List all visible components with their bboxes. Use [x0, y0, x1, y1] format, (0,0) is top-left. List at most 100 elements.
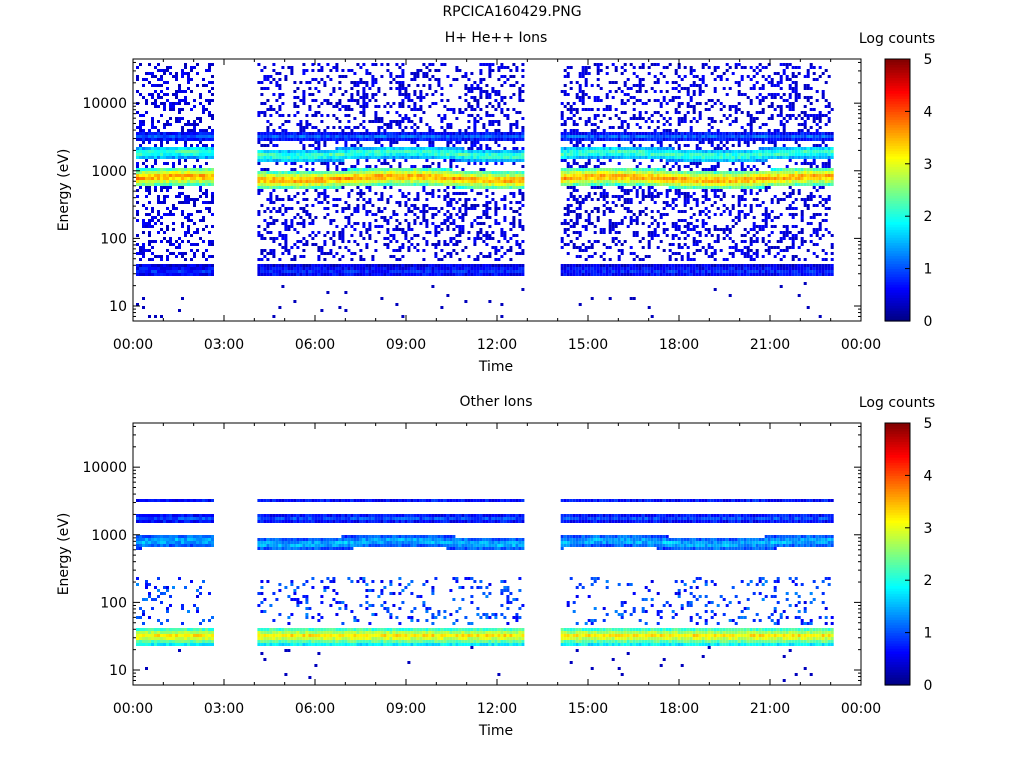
heatmap-cell: [323, 144, 327, 147]
heatmap-cell: [266, 132, 270, 135]
heatmap-cell: [347, 222, 351, 225]
heatmap-cell: [178, 156, 181, 159]
heatmap-cell: [623, 174, 627, 177]
heatmap-cell: [260, 87, 264, 90]
heatmap-cell: [269, 216, 273, 219]
heatmap-cell: [151, 123, 154, 126]
heatmap-cell: [647, 66, 651, 69]
heatmap-cell: [302, 153, 306, 156]
heatmap-cell: [263, 219, 267, 222]
heatmap-cell: [166, 273, 169, 276]
heatmap-cell: [145, 153, 148, 156]
heatmap-cell: [166, 162, 169, 165]
heatmap-cell: [473, 198, 477, 201]
heatmap-cell: [211, 138, 214, 141]
heatmap-cell: [401, 117, 405, 120]
heatmap-cell: [356, 171, 360, 174]
heatmap-cell: [596, 63, 600, 66]
heatmap-cell: [503, 219, 507, 222]
heatmap-cell: [653, 168, 657, 171]
heatmap-cell: [257, 183, 261, 186]
heatmap-cell: [181, 72, 184, 75]
heatmap-cell: [608, 126, 612, 129]
heatmap-cell: [593, 138, 597, 141]
heatmap-cell: [332, 87, 336, 90]
heatmap-cell: [581, 90, 585, 93]
heatmap-cell: [211, 201, 214, 204]
heatmap-cell: [518, 213, 522, 216]
heatmap-cell: [377, 273, 381, 276]
heatmap-cell: [620, 252, 624, 255]
heatmap-cell: [145, 213, 148, 216]
heatmap-cell: [425, 93, 429, 96]
heatmap-cell: [142, 249, 145, 252]
heatmap-cell: [332, 162, 336, 165]
heatmap-cell: [142, 78, 145, 81]
heatmap-cell: [359, 180, 363, 183]
heatmap-cell: [187, 228, 190, 231]
heatmap-cell: [413, 135, 417, 138]
heatmap-cell: [317, 111, 321, 114]
heatmap-cell: [332, 240, 336, 243]
heatmap-cell: [199, 165, 202, 168]
heatmap-cell: [623, 111, 627, 114]
heatmap-cell: [296, 213, 300, 216]
heatmap-cell: [275, 174, 279, 177]
heatmap-cell: [151, 126, 154, 129]
heatmap-cell: [458, 231, 462, 234]
heatmap-cell: [629, 210, 633, 213]
heatmap-cell: [287, 249, 291, 252]
heatmap-cell: [338, 153, 342, 156]
heatmap-cell: [293, 156, 297, 159]
heatmap-cell: [626, 189, 630, 192]
heatmap-cell: [440, 156, 444, 159]
heatmap-cell: [166, 195, 169, 198]
heatmap-cell: [629, 96, 633, 99]
heatmap-cell: [611, 195, 615, 198]
heatmap-cell: [650, 114, 654, 117]
heatmap-cell: [656, 222, 660, 225]
heatmap-cell: [293, 258, 297, 261]
heatmap-cell: [326, 180, 330, 183]
heatmap-cell: [136, 183, 139, 186]
heatmap-cell: [605, 93, 609, 96]
heatmap-cell: [455, 159, 459, 162]
heatmap-cell: [455, 183, 459, 186]
heatmap-cell: [281, 129, 285, 132]
heatmap-cell: [181, 264, 184, 267]
heatmap-cell: [443, 135, 447, 138]
heatmap-cell: [290, 159, 294, 162]
heatmap-cell: [362, 138, 366, 141]
heatmap-cell: [560, 267, 564, 270]
heatmap-cell: [563, 129, 567, 132]
heatmap-cell: [166, 156, 169, 159]
heatmap-cell: [142, 171, 145, 174]
heatmap-cell: [293, 150, 297, 153]
heatmap-cell: [269, 264, 273, 267]
heatmap-cell: [374, 273, 378, 276]
heatmap-cell: [509, 207, 513, 210]
heatmap-cell: [653, 264, 657, 267]
heatmap-cell: [371, 138, 375, 141]
heatmap-cell: [317, 270, 321, 273]
heatmap-cell: [193, 201, 196, 204]
heatmap-cell: [329, 156, 333, 159]
heatmap-cell: [512, 273, 516, 276]
heatmap-cell: [656, 225, 660, 228]
heatmap-cell: [160, 270, 163, 273]
heatmap-cell: [425, 153, 429, 156]
heatmap-cell: [302, 150, 306, 153]
heatmap-cell: [518, 246, 522, 249]
heatmap-cell: [202, 177, 205, 180]
heatmap-cell: [506, 186, 510, 189]
heatmap-cell: [500, 234, 504, 237]
heatmap-cell: [145, 270, 148, 273]
heatmap-cell: [269, 198, 273, 201]
heatmap-cell: [211, 117, 214, 120]
heatmap-cell: [401, 177, 405, 180]
heatmap-cell: [148, 273, 151, 276]
heatmap-cell: [335, 105, 339, 108]
heatmap-cell: [193, 267, 196, 270]
heatmap-cell: [428, 135, 432, 138]
heatmap-cell: [139, 186, 142, 189]
